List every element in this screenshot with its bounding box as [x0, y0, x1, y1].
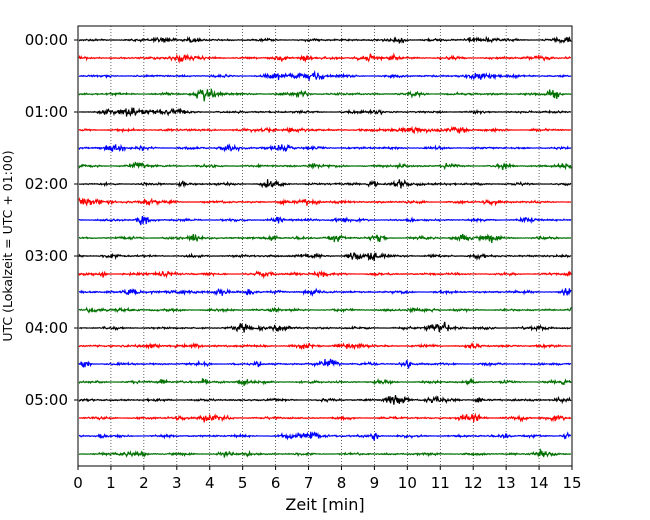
trace-4: [78, 107, 572, 117]
x-tick-label: 11: [431, 474, 450, 492]
trace-9: [78, 196, 572, 207]
trace-23: [78, 447, 572, 458]
x-tick-label: 12: [464, 474, 483, 492]
trace-8: [78, 178, 572, 189]
x-tick-label: 13: [497, 474, 516, 492]
trace-21: [78, 412, 572, 423]
trace-19: [78, 377, 572, 386]
y-tick-label: 00:00: [25, 31, 68, 49]
trace-14: [78, 287, 572, 297]
trace-3: [78, 87, 572, 102]
trace-10: [78, 215, 572, 226]
x-tick-label: 2: [139, 474, 149, 492]
x-tick-label: 1: [106, 474, 116, 492]
x-tick-label: 7: [304, 474, 314, 492]
trace-15: [78, 306, 572, 314]
trace-16: [78, 321, 572, 333]
y-tick-label: 05:00: [25, 391, 68, 409]
x-axis-ticks: 0 1 2 3 4 5 6 7 8 9 10 11 12 13 14 15: [73, 466, 582, 492]
x-tick-label: 9: [370, 474, 380, 492]
y-tick-label: 02:00: [25, 175, 68, 193]
trace-7: [78, 161, 572, 171]
trace-20: [78, 395, 572, 405]
trace-18: [78, 358, 572, 370]
y-axis-ticks: 00:00 01:00 02:00 03:00 04:00 05:00: [25, 31, 78, 409]
x-tick-label: 8: [337, 474, 347, 492]
trace-5: [78, 125, 572, 135]
x-tick-label: 5: [238, 474, 248, 492]
y-tick-label: 01:00: [25, 103, 68, 121]
trace-17: [78, 341, 572, 351]
seismogram-traces: [78, 35, 572, 458]
trace-1: [78, 52, 572, 64]
x-tick-label: 0: [73, 474, 83, 492]
y-tick-label: 03:00: [25, 247, 68, 265]
trace-11: [78, 233, 572, 244]
y-axis-label: UTC (Lokalzeit = UTC + 01:00): [0, 150, 15, 341]
trace-22: [78, 431, 572, 441]
trace-12: [78, 252, 572, 262]
x-tick-label: 10: [398, 474, 417, 492]
x-tick-label: 6: [271, 474, 281, 492]
x-tick-label: 15: [562, 474, 581, 492]
plot-frame: [77, 25, 573, 467]
y-tick-label: 04:00: [25, 319, 68, 337]
x-tick-label: 3: [172, 474, 182, 492]
x-axis-label: Zeit [min]: [285, 495, 364, 514]
x-tick-label: 14: [530, 474, 549, 492]
trace-6: [78, 143, 572, 153]
trace-2: [78, 69, 572, 82]
x-tick-label: 4: [205, 474, 215, 492]
trace-0: [78, 35, 572, 45]
trace-13: [78, 270, 572, 280]
grid-lines: [110, 26, 540, 466]
